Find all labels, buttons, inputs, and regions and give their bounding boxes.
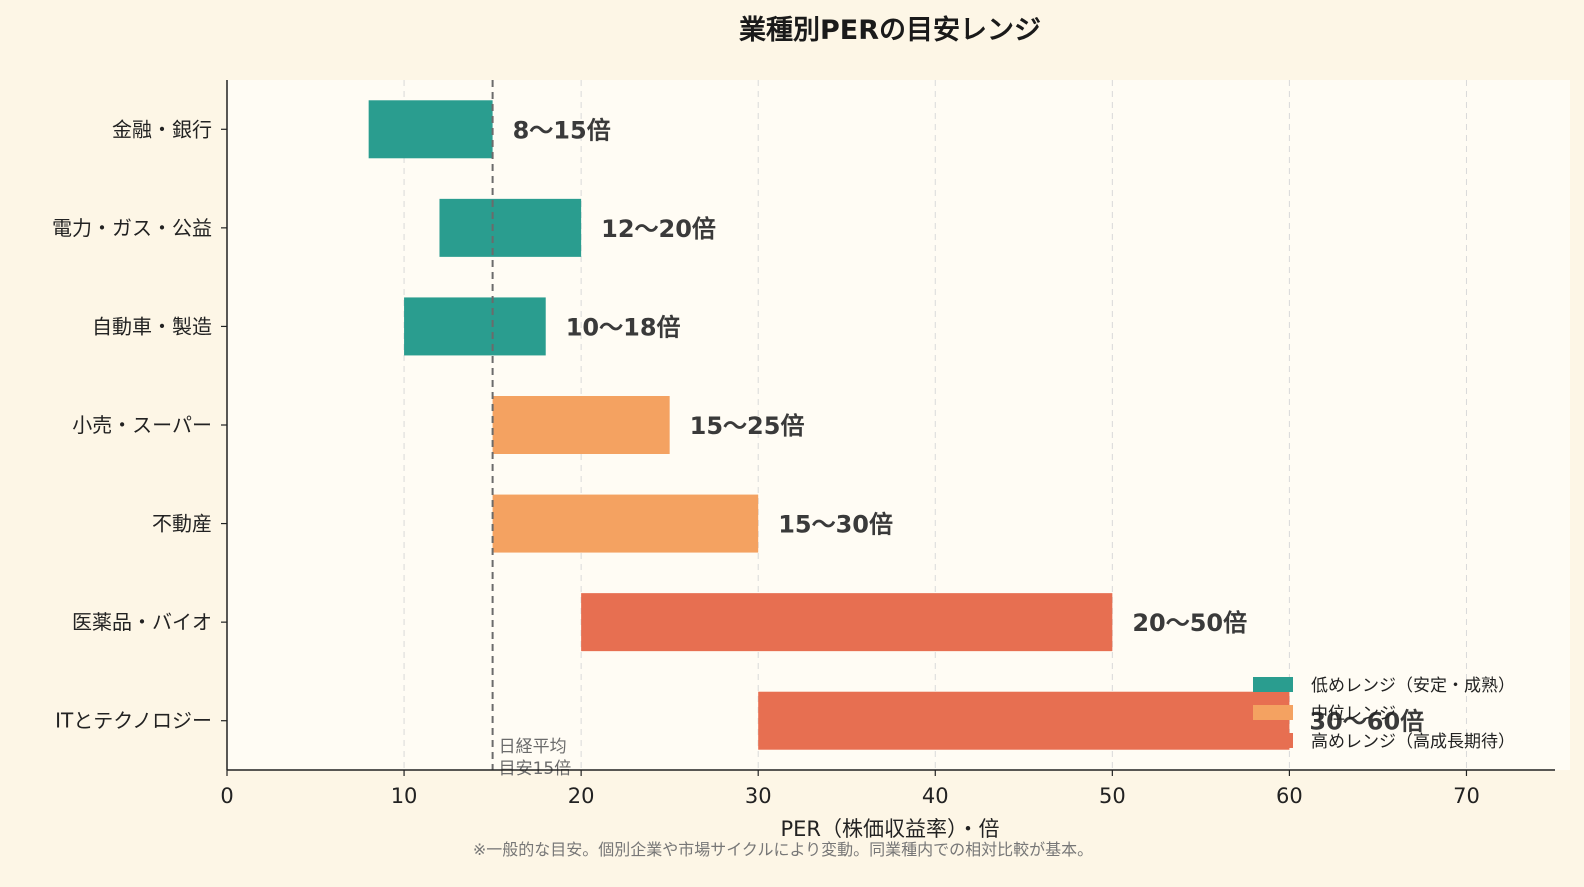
x-tick-label: 50 — [1099, 784, 1126, 808]
x-tick-label: 70 — [1453, 784, 1480, 808]
range-bar — [492, 494, 759, 553]
range-bar — [581, 593, 1113, 652]
x-tick-label: 10 — [391, 784, 418, 808]
x-tick-label: 30 — [745, 784, 772, 808]
range-bar — [492, 396, 670, 454]
legend-label: 低めレンジ（安定・成熟） — [1311, 675, 1515, 696]
legend-label: 中位レンジ — [1311, 704, 1396, 724]
bar-value-label: 8〜15倍 — [513, 116, 611, 144]
plot-background — [227, 80, 1570, 770]
range-bar — [404, 297, 546, 356]
bar-labels: 8〜15倍 12〜20倍 10〜18倍 15〜25倍 15〜30倍 20〜50倍 30〜60… — [513, 116, 1425, 735]
legend-label: 高めレンジ（高成長期待） — [1311, 732, 1515, 752]
bar-value-label: 10〜18倍 — [566, 313, 681, 341]
reference-line-label: 目安15倍 — [499, 759, 572, 779]
x-tick-label: 40 — [922, 784, 949, 808]
bar-value-label: 15〜30倍 — [778, 511, 893, 539]
y-tick-label: 金融・銀行 — [112, 117, 212, 141]
reference-line-label: 日経平均 — [499, 737, 567, 757]
chart-title: 業種別PERの目安レンジ — [739, 15, 1041, 46]
axes: 0 10 20 30 40 50 60 70 金融・銀行電力・ガス・公益自動車・製造小売・スーパ… — [52, 80, 1555, 808]
legend-swatch — [1253, 677, 1293, 692]
bar-value-label: 30〜60倍 — [1309, 708, 1424, 736]
bar-value-label: 20〜50倍 — [1132, 609, 1247, 637]
y-tick-label: 不動産 — [152, 512, 212, 536]
y-tick-label: 自動車・製造 — [92, 314, 212, 338]
range-bars — [368, 100, 1290, 750]
y-tick-label: 小売・スーパー — [72, 413, 212, 437]
y-tick-label: ITとテクノロジー — [55, 709, 212, 733]
x-tick-label: 20 — [568, 784, 595, 808]
legend-swatch — [1253, 733, 1293, 748]
footnote: ※一般的な目安。個別企業や市場サイクルにより変動。同業種内での相対比較が基本。 — [473, 840, 1093, 859]
range-bar — [758, 691, 1290, 750]
bar-value-label: 15〜25倍 — [690, 412, 805, 440]
range-bar — [368, 100, 493, 159]
x-axis-label: PER（株価収益率）・倍 — [780, 817, 999, 841]
bar-value-label: 12〜20倍 — [601, 215, 716, 243]
x-tick-label: 60 — [1276, 784, 1303, 808]
x-tick-label: 0 — [220, 784, 233, 808]
range-bar — [439, 198, 582, 257]
y-tick-label: 医薬品・バイオ — [72, 610, 212, 634]
y-tick-label: 電力・ガス・公益 — [52, 216, 212, 240]
legend-swatch — [1253, 705, 1293, 720]
